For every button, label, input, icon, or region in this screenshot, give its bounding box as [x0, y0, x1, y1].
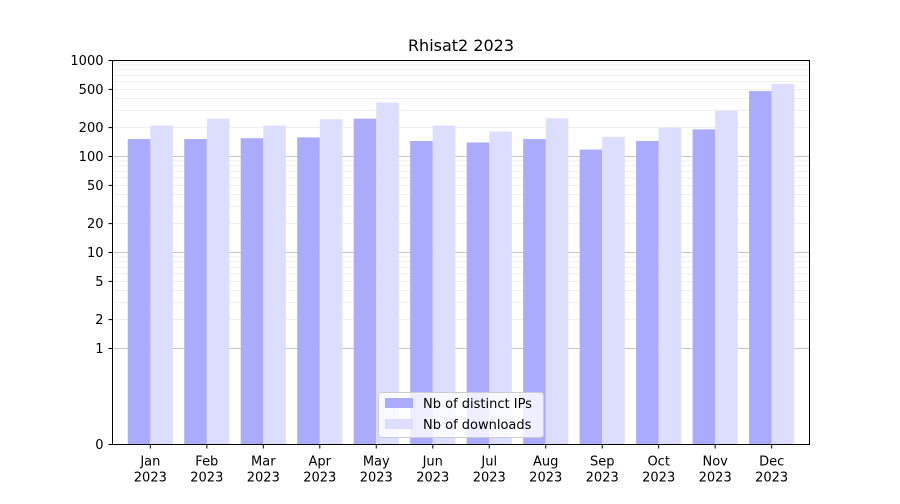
legend-label-distinct-ips: Nb of distinct IPs — [423, 397, 532, 412]
bar-distinct-ips — [297, 137, 320, 445]
bar-distinct-ips — [692, 129, 716, 445]
bar-downloads — [771, 83, 795, 445]
legend-swatch-distinct-ips — [385, 398, 413, 408]
bar-distinct-ips — [410, 141, 433, 445]
x-tick-label-year: 2023 — [190, 471, 223, 486]
x-tick-label-month: Jul — [480, 455, 497, 470]
x-tick-label-month: May — [363, 455, 390, 470]
bar-distinct-ips — [353, 118, 377, 445]
chart-title: Rhisat2 2023 — [408, 36, 514, 55]
y-tick-label: 0 — [95, 438, 103, 453]
x-tick-label-year: 2023 — [473, 471, 506, 486]
bar-downloads — [432, 125, 456, 445]
x-tick-label-year: 2023 — [699, 471, 732, 486]
y-tick-label: 20 — [87, 217, 104, 232]
x-tick-label-month: Nov — [702, 455, 728, 470]
y-tick-label: 200 — [79, 121, 104, 136]
x-tick-label-month: Sep — [590, 455, 615, 470]
bars-layer — [127, 83, 795, 445]
x-tick-label-year: 2023 — [642, 471, 675, 486]
y-tick-label: 1000 — [70, 54, 103, 69]
bar-downloads — [658, 127, 682, 445]
x-tick-label-month: Apr — [309, 455, 332, 470]
x-tick-label-month: Jan — [139, 455, 160, 470]
bar-distinct-ips — [240, 138, 264, 445]
bar-downloads — [263, 125, 286, 445]
y-tick-label: 100 — [79, 150, 104, 165]
legend-box — [378, 392, 544, 438]
x-tick-label-month: Feb — [195, 455, 218, 470]
x-tick-label-month: Oct — [647, 455, 669, 470]
x-axis: Jan2023Feb2023Mar2023Apr2023May2023Jun20… — [134, 444, 788, 486]
legend: Nb of distinct IPs Nb of downloads — [378, 392, 544, 438]
bar-downloads — [715, 110, 738, 445]
bar-distinct-ips — [636, 141, 659, 445]
bar-downloads — [376, 102, 399, 445]
x-tick-label-year: 2023 — [416, 471, 449, 486]
bar-distinct-ips — [579, 149, 603, 445]
x-tick-label-year: 2023 — [755, 471, 788, 486]
y-tick-label: 1 — [95, 342, 103, 357]
x-tick-label-year: 2023 — [360, 471, 393, 486]
y-tick-label: 50 — [87, 179, 104, 194]
bar-downloads — [150, 125, 173, 445]
bar-downloads — [206, 118, 230, 445]
x-tick-label-month: Mar — [251, 455, 276, 470]
x-tick-label-month: Aug — [533, 455, 558, 470]
x-tick-label-year: 2023 — [529, 471, 562, 486]
bar-downloads — [489, 131, 512, 445]
x-tick-label-year: 2023 — [134, 471, 167, 486]
bar-distinct-ips — [749, 91, 772, 445]
bar-downloads — [319, 119, 343, 445]
legend-swatch-downloads — [385, 419, 413, 429]
bar-downloads — [602, 136, 625, 445]
x-tick-label-year: 2023 — [586, 471, 619, 486]
bar-downloads — [545, 118, 569, 445]
x-tick-label-year: 2023 — [247, 471, 280, 486]
y-tick-label: 500 — [79, 83, 104, 98]
y-tick-label: 2 — [95, 313, 103, 328]
y-tick-label: 10 — [87, 246, 104, 261]
bar-distinct-ips — [466, 142, 490, 445]
bar-distinct-ips — [127, 139, 151, 445]
x-tick-label-year: 2023 — [303, 471, 336, 486]
y-axis: 0 1 2 5 10 20 50 100 200 500 1000 — [70, 54, 113, 453]
legend-label-downloads: Nb of downloads — [423, 418, 532, 433]
bar-distinct-ips — [184, 139, 207, 445]
bar-distinct-ips — [523, 139, 546, 445]
x-tick-label-month: Jun — [422, 455, 443, 470]
x-tick-label-month: Dec — [759, 455, 784, 470]
y-tick-label: 5 — [95, 275, 103, 290]
